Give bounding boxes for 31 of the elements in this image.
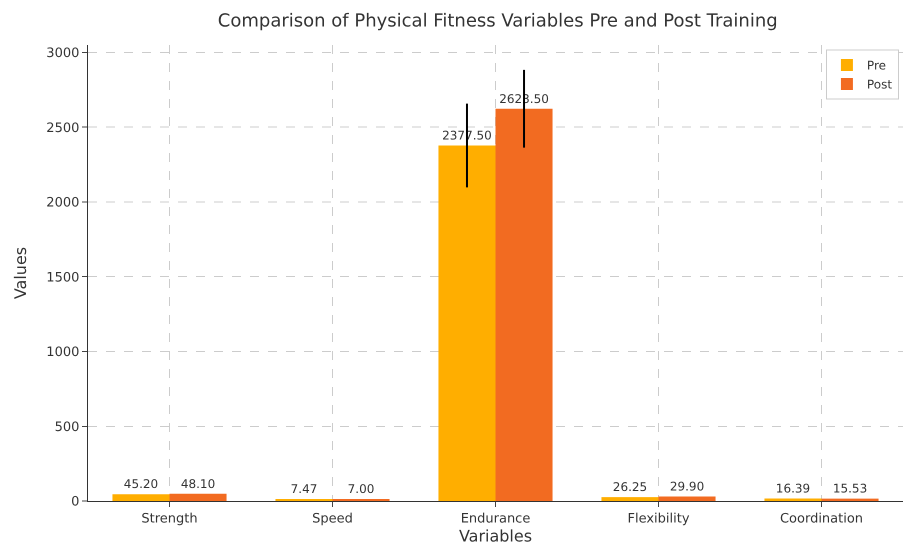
x-tick-label: Strength [141,512,198,527]
y-tick-label: 1500 [46,270,80,286]
y-tick-label: 1000 [46,345,80,360]
data-label: 29.90 [670,480,704,494]
x-tick-label: Coordination [780,512,864,527]
bar [112,494,170,501]
y-tick-label: 2500 [46,120,80,136]
y-tick-label: 0 [71,494,80,510]
data-label: 45.20 [124,477,158,492]
bar [496,108,553,501]
data-label: 15.53 [832,482,868,496]
data-label: 26.25 [612,480,648,494]
data-label: 48.10 [180,476,216,491]
x-tick-label: Endurance [460,512,530,527]
legend-label: Post [866,78,892,92]
bar [658,496,716,501]
bar [601,497,658,501]
data-label: 16.39 [776,482,810,496]
data-label: 7.47 [290,482,318,496]
chart-title: Comparison of Physical Fitness Variables Pre and Post Training [218,10,778,32]
y-axis-title: Values [11,246,30,300]
x-tick-label: Flexibility [627,512,690,527]
bar [438,146,496,501]
y-tick-label: 2000 [46,196,80,211]
x-tick-label: Speed [312,512,353,527]
bar [170,494,227,501]
y-tick-label: 3000 [46,46,80,62]
y-tick-label: 500 [54,420,80,435]
x-axis-title: Variables [458,526,532,546]
legend-label: Pre [866,58,886,73]
data-label: 7.00 [348,482,374,496]
